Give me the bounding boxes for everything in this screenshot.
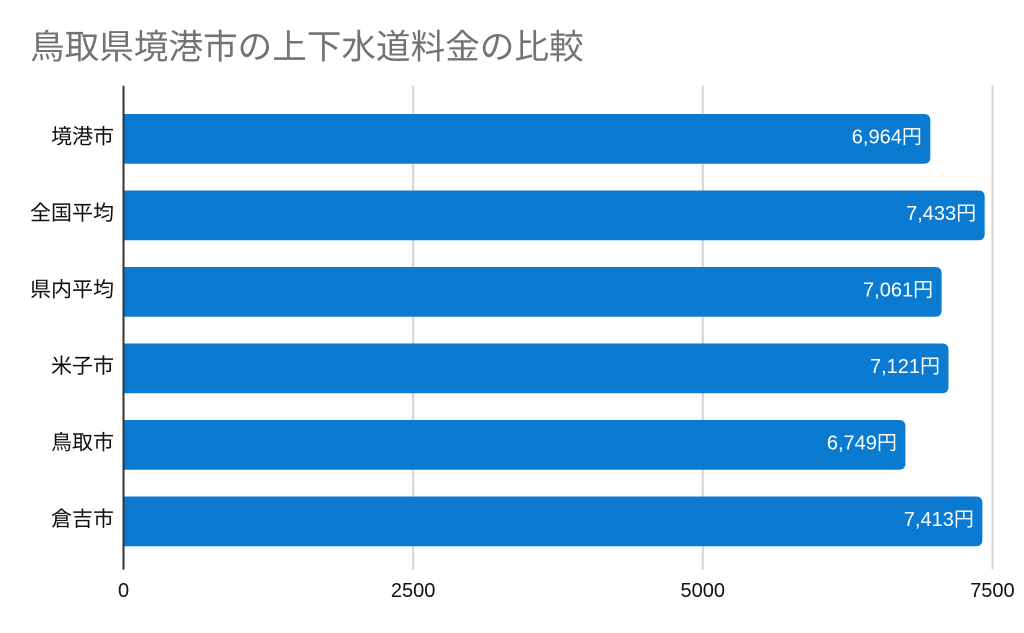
svg-text:7,433: 7,433 [906, 203, 956, 225]
svg-text:7,061: 7,061 [863, 280, 913, 302]
svg-text:6,964: 6,964 [852, 127, 902, 149]
svg-text:5000: 5000 [681, 580, 726, 602]
svg-text:7,413: 7,413 [904, 509, 954, 531]
svg-text:2500: 2500 [391, 580, 436, 602]
svg-text:0: 0 [118, 580, 129, 602]
svg-text:7500: 7500 [970, 580, 1015, 602]
svg-text:7,121: 7,121 [870, 356, 920, 378]
svg-text:6,749: 6,749 [827, 433, 877, 455]
